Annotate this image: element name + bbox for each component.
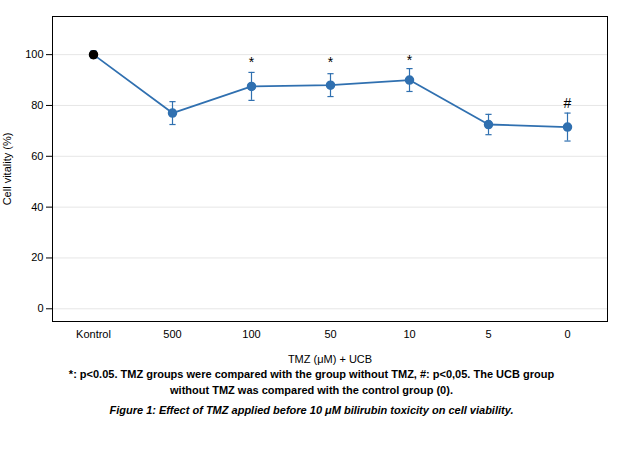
svg-text:5: 5 bbox=[485, 328, 491, 340]
svg-text:0: 0 bbox=[37, 302, 43, 314]
svg-text:100: 100 bbox=[242, 328, 260, 340]
svg-text:*: * bbox=[407, 52, 413, 68]
svg-text:80: 80 bbox=[31, 99, 43, 111]
svg-text:20: 20 bbox=[31, 251, 43, 263]
svg-text:TMZ (μM) + UCB: TMZ (μM) + UCB bbox=[288, 353, 372, 365]
html-text:Figure 1: Effect of TMZ applie: Figure 1: Effect of TMZ applied before 1… bbox=[109, 404, 514, 416]
svg-text:*: * bbox=[249, 54, 255, 70]
svg-text:Kontrol: Kontrol bbox=[76, 328, 111, 340]
svg-text:0: 0 bbox=[564, 328, 570, 340]
svg-text:40: 40 bbox=[31, 201, 43, 213]
html-text:*: p<0.05. TMZ groups were com: *: p<0.05. TMZ groups were compared with… bbox=[68, 368, 555, 380]
svg-text:Cell vitality (%): Cell vitality (%) bbox=[1, 133, 13, 206]
html-text:without TMZ was compared with: without TMZ was compared with the contro… bbox=[170, 384, 453, 396]
svg-text:#: # bbox=[564, 95, 572, 111]
svg-text:10: 10 bbox=[403, 328, 415, 340]
svg-text:500: 500 bbox=[163, 328, 181, 340]
svg-text:100: 100 bbox=[25, 48, 43, 60]
svg-text:*: * bbox=[328, 54, 334, 70]
svg-text:60: 60 bbox=[31, 150, 43, 162]
svg-text:50: 50 bbox=[324, 328, 336, 340]
